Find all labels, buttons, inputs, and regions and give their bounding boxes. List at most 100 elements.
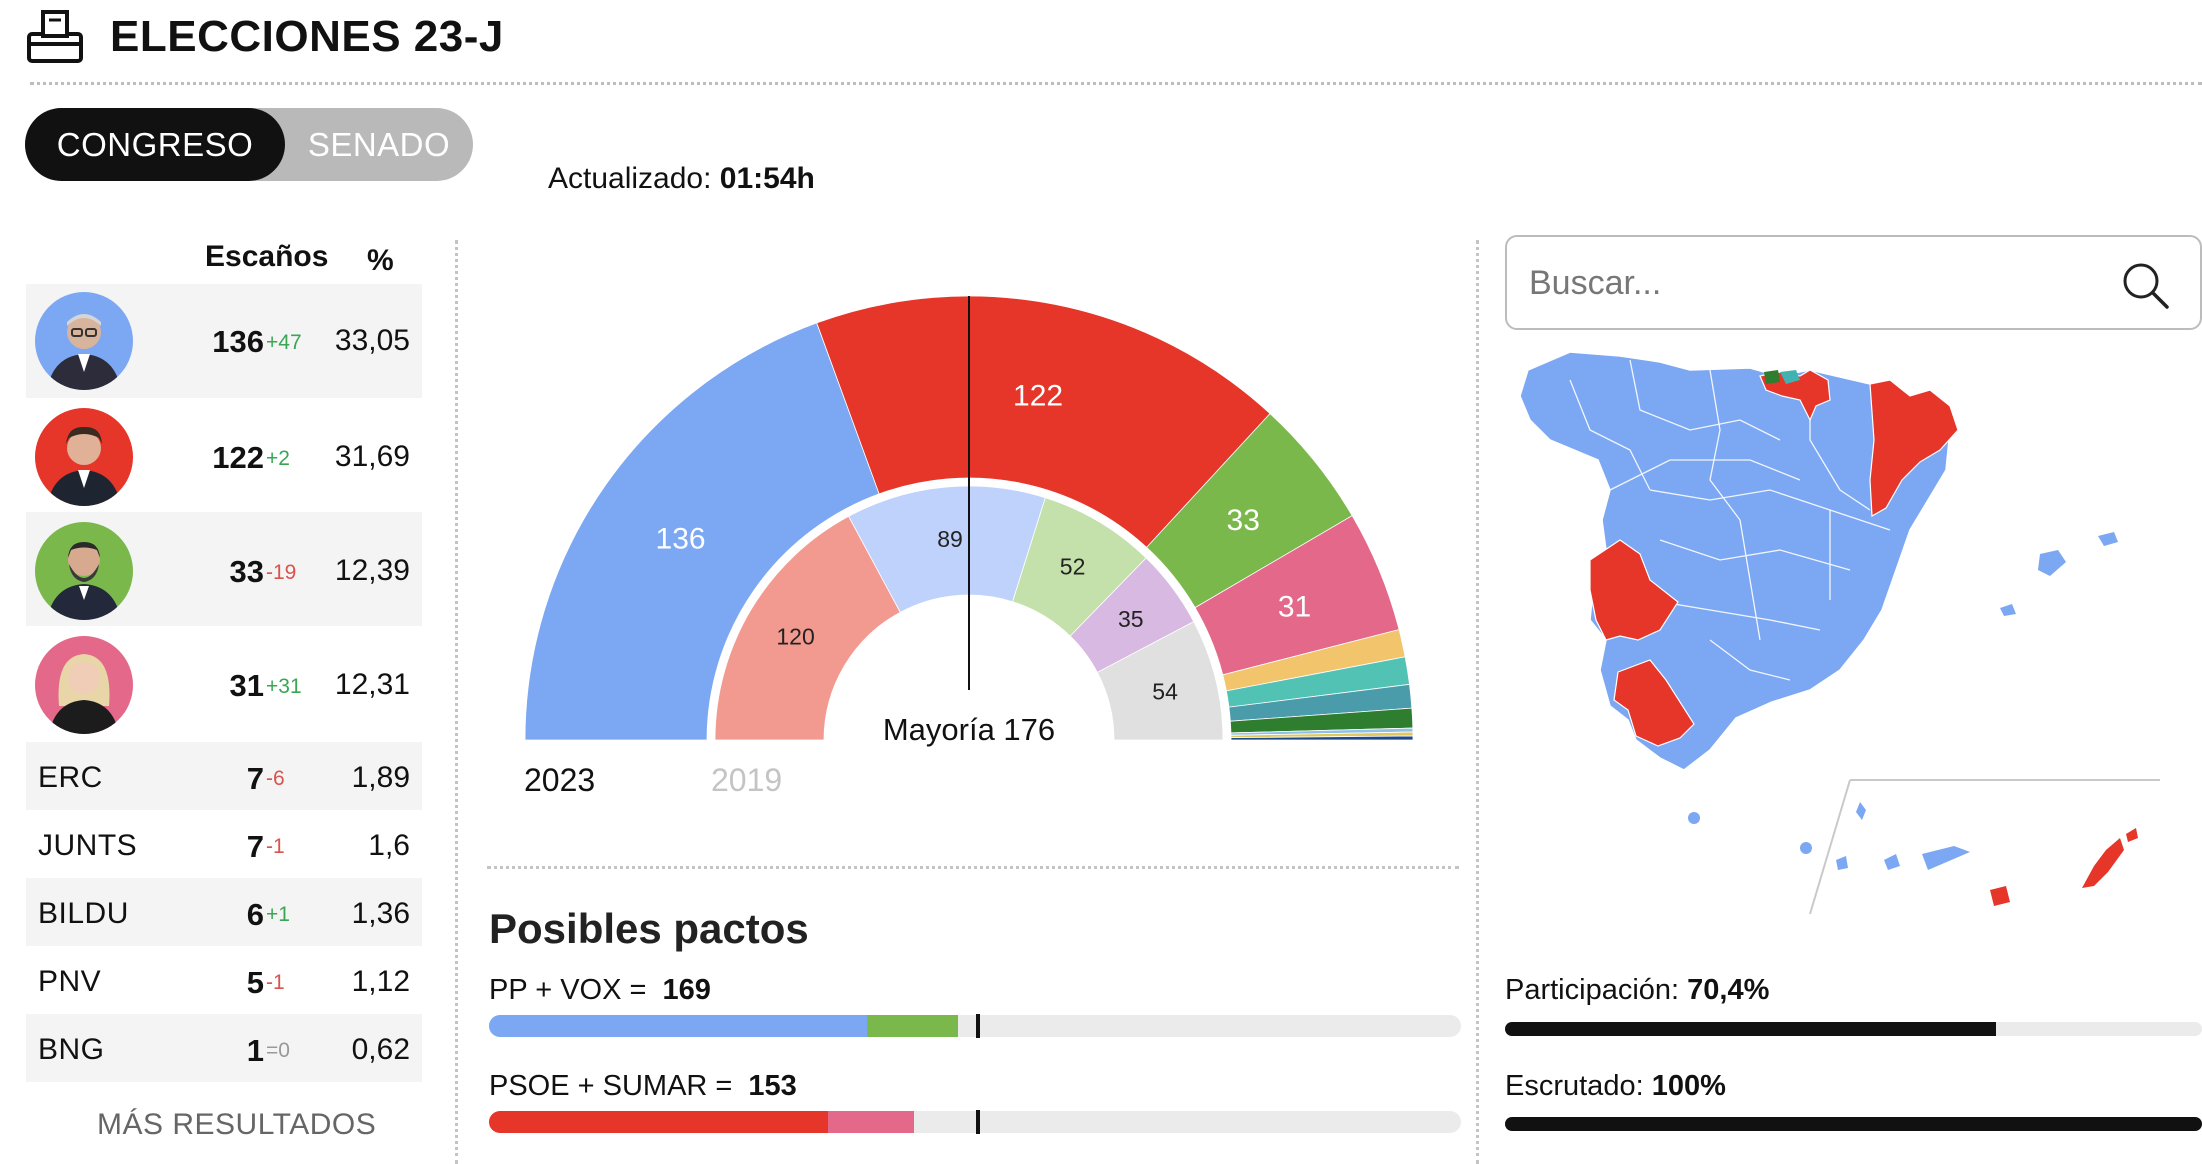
pact-segment <box>489 1015 867 1037</box>
majority-label: Mayoría 176 <box>883 712 1055 747</box>
pact-segment <box>866 1015 959 1037</box>
outer-label-pp: 136 <box>656 523 706 556</box>
seats-delta: -6 <box>266 767 285 790</box>
outer-label-sumar: 31 <box>1278 591 1311 624</box>
party-row-psoe[interactable]: 122 +2 31,69 <box>26 398 422 512</box>
avatar <box>35 408 133 506</box>
counted-bar-fill <box>1505 1117 2202 1131</box>
party-row-sumar[interactable]: 31 +31 12,31 <box>26 626 422 740</box>
vote-pct: 33,05 <box>334 324 410 357</box>
map-region-bildu[interactable] <box>1780 370 1800 384</box>
header-divider <box>30 82 2202 85</box>
search-input[interactable] <box>1529 257 2089 309</box>
inner-label-up: 35 <box>1118 606 1144 632</box>
pact-bar-psoe-sumar <box>489 1111 1461 1133</box>
seats-column-header: Escaños <box>205 240 329 273</box>
pact-bar-pp-vox <box>489 1015 1461 1037</box>
more-results-link[interactable]: MÁS RESULTADOS <box>97 1108 377 1141</box>
pact-total: 153 <box>748 1070 797 1102</box>
search-box[interactable] <box>1505 235 2202 330</box>
map-region-baleares[interactable] <box>2038 550 2066 576</box>
outer-label-vox: 33 <box>1227 504 1260 537</box>
avatar <box>35 292 133 390</box>
seats-delta: -19 <box>266 561 297 584</box>
party-row-vox[interactable]: 33 -19 12,39 <box>26 512 422 626</box>
column-divider <box>1476 240 1479 1164</box>
map-region-extremadura[interactable] <box>1589 539 1679 641</box>
vote-pct: 1,12 <box>351 965 410 998</box>
seats-delta: -1 <box>266 971 285 994</box>
party-name: ERC <box>38 761 103 794</box>
pact-segment <box>827 1111 914 1133</box>
map-canarias[interactable] <box>1800 802 2138 906</box>
pact-parties: PP + VOX = <box>489 974 647 1006</box>
seats-delta: -1 <box>266 835 285 858</box>
tab-senado[interactable]: SENADO <box>307 125 451 163</box>
avatar <box>35 636 133 734</box>
page-title: ELECCIONES 23-J <box>110 12 504 61</box>
year-2023-toggle[interactable]: 2023 <box>524 762 596 798</box>
hemicycle-chart: 136 122 33 31 120 89 52 35 54 Mayoría 176 <box>524 295 1414 747</box>
seats-value: 7 <box>246 829 264 864</box>
stat-name: Escrutado: <box>1505 1070 1644 1102</box>
pact-label-pp-vox: PP + VOX = 169 <box>489 974 711 1007</box>
pacts-title: Posibles pactos <box>489 905 809 952</box>
vote-pct: 31,69 <box>334 440 410 473</box>
inner-label-psoe: 120 <box>776 623 814 649</box>
update-value: 01:54h <box>719 162 815 195</box>
party-name: BILDU <box>38 897 129 930</box>
vote-pct: 12,31 <box>334 668 410 701</box>
candidate-portrait-icon <box>47 542 121 620</box>
map-region-cataluna[interactable] <box>1869 379 1959 518</box>
party-row-pp[interactable]: 136 +47 33,05 <box>26 284 422 398</box>
seats-value: 6 <box>246 897 264 932</box>
seats-delta: +31 <box>266 675 302 698</box>
outer-label-psoe: 122 <box>1013 379 1063 412</box>
map-region-andalucia-oeste[interactable] <box>1613 659 1695 747</box>
map-region-pnv[interactable] <box>1764 370 1780 384</box>
seats-value: 33 <box>229 554 264 589</box>
inner-label-otros: 54 <box>1152 679 1178 705</box>
stat-name: Participación: <box>1505 974 1680 1006</box>
map-peninsula[interactable] <box>1519 351 1951 771</box>
map-region-ceuta[interactable] <box>1688 812 1700 824</box>
party-row-bng[interactable]: BNG 1 =0 0,62 <box>26 1014 422 1082</box>
update-time: Actualizado: 01:54h <box>548 162 815 196</box>
province-borders <box>1569 359 1891 681</box>
party-row-junts[interactable]: JUNTS 7 -1 1,6 <box>26 810 422 878</box>
vote-pct: 1,6 <box>368 829 410 862</box>
inner-slice-otros[interactable] <box>1096 621 1224 741</box>
vote-pct: 12,39 <box>334 554 410 587</box>
pact-total: 169 <box>662 974 711 1006</box>
candidate-portrait-icon <box>49 654 119 734</box>
spain-results-map[interactable] <box>1510 340 2200 930</box>
seats-value: 7 <box>246 761 264 796</box>
update-label: Actualizado: <box>548 162 712 195</box>
stat-value: 100% <box>1651 1070 1726 1102</box>
party-name: JUNTS <box>38 829 138 862</box>
section-divider <box>487 866 1459 869</box>
party-name: BNG <box>38 1033 105 1066</box>
party-name: PNV <box>38 965 102 998</box>
vote-pct: 1,89 <box>351 761 410 794</box>
party-row-pnv[interactable]: PNV 5 -1 1,12 <box>26 946 422 1014</box>
majority-marker <box>975 1110 980 1134</box>
chamber-toggle[interactable]: CONGRESO SENADO <box>25 108 473 181</box>
pact-label-psoe-sumar: PSOE + SUMAR = 153 <box>489 1070 797 1103</box>
party-row-erc[interactable]: ERC 7 -6 1,89 <box>26 742 422 810</box>
map-region-baleares[interactable] <box>2000 604 2016 616</box>
turnout-bar-fill <box>1505 1022 1996 1036</box>
seats-value: 31 <box>229 668 264 703</box>
seats-delta: +47 <box>266 331 302 354</box>
pact-parties: PSOE + SUMAR = <box>489 1070 733 1102</box>
avatar <box>35 522 133 620</box>
party-row-bildu[interactable]: BILDU 6 +1 1,36 <box>26 878 422 946</box>
search-icon[interactable] <box>2119 259 2171 311</box>
turnout-bar <box>1505 1022 2202 1036</box>
map-region-baleares[interactable] <box>2098 532 2118 546</box>
ballot-box-icon <box>27 10 83 63</box>
candidate-portrait-icon <box>47 314 121 390</box>
tab-congreso[interactable]: CONGRESO <box>25 108 285 181</box>
year-2019-toggle[interactable]: 2019 <box>711 762 783 798</box>
inner-slice-psoe[interactable] <box>714 515 901 741</box>
